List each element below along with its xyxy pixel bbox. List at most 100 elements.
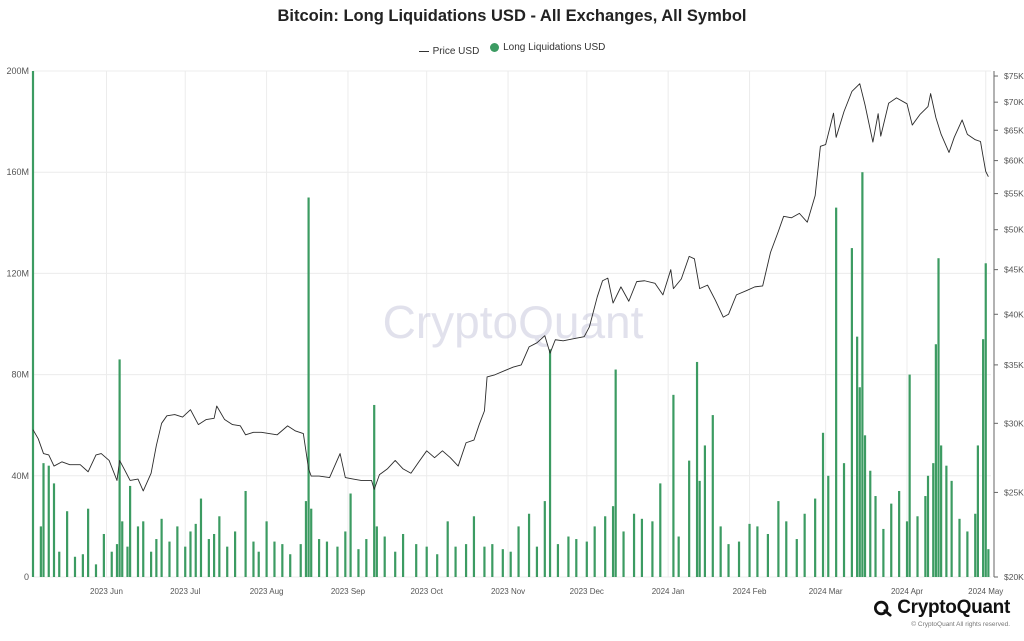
liquidation-bar[interactable] [102,533,105,577]
liquidation-bar[interactable] [257,551,260,577]
liquidation-bar[interactable] [365,539,368,577]
liquidation-bar[interactable] [622,531,625,577]
liquidation-bar[interactable] [464,544,468,577]
liquidation-bar[interactable] [869,470,872,577]
liquidation-bar[interactable] [940,445,943,577]
liquidation-bar[interactable] [527,513,531,577]
liquidation-bar[interactable] [47,465,50,577]
liquidation-bar[interactable] [535,546,539,577]
liquidation-bar[interactable] [861,172,864,577]
liquidation-bar[interactable] [94,564,98,577]
liquidation-bar[interactable] [874,496,877,577]
liquidation-bar[interactable] [575,539,578,577]
liquidation-bar[interactable] [543,501,546,577]
liquidation-bar[interactable] [121,521,124,577]
liquidation-bar[interactable] [454,546,457,577]
liquidation-bar[interactable] [155,539,158,577]
liquidation-bar[interactable] [509,551,512,577]
liquidation-bar[interactable] [115,544,119,577]
liquidation-bar[interactable] [766,533,769,577]
liquidation-bar[interactable] [937,258,940,577]
liquidation-bar[interactable] [425,546,428,577]
liquidation-bar[interactable] [976,445,979,577]
liquidation-bar[interactable] [446,521,449,577]
liquidation-bar[interactable] [835,207,838,577]
liquidation-bar[interactable] [142,521,145,577]
liquidation-bar[interactable] [593,526,596,577]
liquidation-bar[interactable] [737,541,741,577]
liquidation-bar[interactable] [842,463,846,577]
liquidation-bar[interactable] [966,531,969,577]
liquidation-bar[interactable] [415,544,418,577]
liquidation-bar[interactable] [850,248,853,577]
liquidation-bar[interactable] [394,551,397,577]
liquidation-bar[interactable] [756,526,759,577]
liquidation-bar[interactable] [803,513,806,577]
liquidation-bar[interactable] [110,551,113,577]
liquidation-bar[interactable] [281,544,284,577]
liquidation-bar[interactable] [703,445,707,577]
liquidation-bar[interactable] [299,544,302,577]
liquidation-bar[interactable] [160,518,163,577]
liquidation-bar[interactable] [827,475,830,577]
liquidation-bar[interactable] [688,460,691,577]
liquidation-bar[interactable] [472,516,476,577]
liquidation-bar[interactable] [748,523,751,577]
liquidation-bar[interactable] [556,544,560,577]
liquidation-bar[interactable] [58,551,61,577]
liquidation-bar[interactable] [265,521,268,577]
liquidation-bar[interactable] [66,511,69,577]
liquidation-bar[interactable] [856,336,859,577]
liquidation-bar[interactable] [383,536,386,577]
liquidation-bar[interactable] [289,554,292,577]
liquidation-bar[interactable] [218,516,221,577]
liquidation-bar[interactable] [501,549,504,577]
liquidation-bar[interactable] [982,339,985,577]
liquidation-bar[interactable] [567,536,570,577]
liquidation-bar[interactable] [176,526,179,577]
liquidation-bar[interactable] [777,501,780,577]
liquidation-bar[interactable] [785,521,788,577]
liquidation-bar[interactable] [189,531,192,577]
liquidation-bar[interactable] [651,521,654,577]
liquidation-bar[interactable] [317,539,321,577]
liquidation-bar[interactable] [184,546,187,577]
liquidation-bar[interactable] [987,549,990,577]
liquidation-bar[interactable] [632,513,636,577]
liquidation-bar[interactable] [373,404,376,577]
liquidation-bar[interactable] [375,526,378,577]
liquidation-bar[interactable] [932,463,935,577]
liquidation-bar[interactable] [984,263,987,577]
liquidation-bar[interactable] [908,374,911,577]
liquidation-bar[interactable] [640,518,644,577]
liquidation-bar[interactable] [924,496,927,577]
liquidation-bar[interactable] [207,539,210,577]
liquidation-bar[interactable] [659,483,662,577]
liquidation-bar[interactable] [821,432,825,577]
liquidation-bar[interactable] [52,483,56,577]
liquidation-bar[interactable] [357,549,360,577]
liquidation-bar[interactable] [325,541,329,577]
liquidation-bar[interactable] [344,531,347,577]
liquidation-bar[interactable] [882,528,885,577]
liquidation-bar[interactable] [916,516,919,577]
liquidation-bar[interactable] [945,465,948,577]
liquidation-bar[interactable] [614,369,617,577]
liquidation-bar[interactable] [234,531,237,577]
liquidation-bar[interactable] [890,503,893,577]
legend[interactable]: Price USD Long Liquidations USD [0,42,1024,57]
liquidation-bar[interactable] [129,485,132,577]
liquidation-bar[interactable] [118,359,121,577]
liquidation-bar[interactable] [213,533,216,577]
liquidation-bar[interactable] [795,539,798,577]
liquidation-bar[interactable] [273,541,276,577]
liquidation-bar[interactable] [950,480,953,577]
liquidation-bar[interactable] [126,546,129,577]
liquidation-bar[interactable] [31,71,35,577]
liquidation-bar[interactable] [719,526,722,577]
liquidation-bar[interactable] [81,554,84,577]
liquidation-bar[interactable] [307,197,310,578]
legend-item-long-liquidations[interactable]: Long Liquidations USD [490,42,605,53]
liquidation-bar[interactable] [304,501,308,577]
